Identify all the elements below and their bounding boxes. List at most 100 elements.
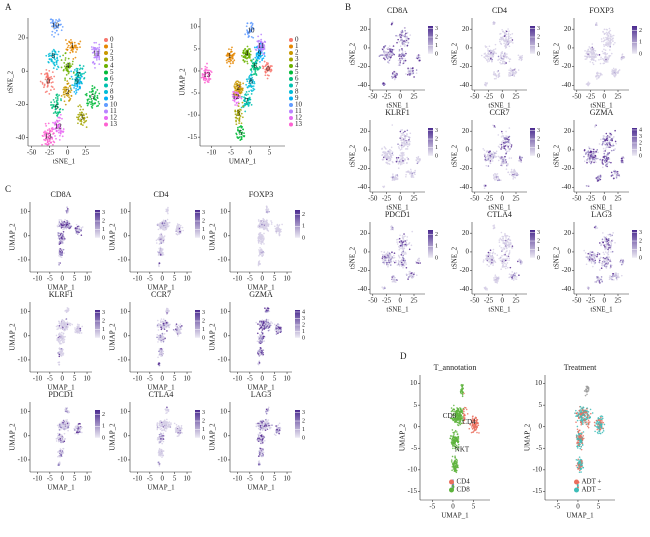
cell-point — [501, 130, 503, 133]
cell-point — [487, 58, 490, 60]
cell-point — [79, 86, 82, 89]
cell-point — [385, 148, 387, 150]
cell-point — [402, 259, 405, 262]
cell-point — [403, 245, 406, 247]
y-axis-label: tSNE_2 — [451, 42, 459, 65]
cell-point — [386, 254, 388, 257]
x-tick-label: -25 — [586, 93, 596, 101]
cell-point — [56, 102, 59, 105]
colorbar-label: 0 — [639, 153, 642, 159]
cell-point — [386, 51, 389, 54]
cell-point — [514, 70, 517, 73]
cell-point — [233, 59, 236, 62]
cell-point — [494, 274, 497, 277]
cell-point — [86, 116, 89, 119]
y-axis-label: tSNE_2 — [451, 246, 459, 269]
cell-point — [401, 252, 403, 255]
cell-point — [494, 276, 496, 278]
cell-point — [67, 90, 70, 93]
cell-point — [519, 259, 522, 261]
cell-point — [501, 262, 504, 265]
cell-point — [605, 238, 608, 240]
cell-point — [57, 232, 59, 234]
cell-point — [240, 112, 243, 115]
cell-point — [403, 134, 405, 136]
cell-point — [98, 46, 101, 49]
x-tick-label: 0 — [603, 297, 607, 305]
cell-point — [510, 41, 513, 43]
cell-point — [612, 144, 615, 147]
cell-point — [52, 20, 54, 23]
cell-point — [48, 128, 51, 130]
cell-point — [90, 101, 93, 104]
cell-point — [604, 60, 606, 63]
cell-point — [62, 230, 65, 233]
cell-point — [252, 58, 255, 61]
cell-point — [600, 58, 602, 60]
cell-point — [62, 88, 65, 91]
cell-point — [53, 53, 56, 56]
x-tick-label: -50 — [368, 93, 378, 101]
cell-point — [404, 259, 406, 262]
cell-point — [46, 139, 49, 141]
y-tick-label: 20 — [462, 127, 470, 135]
x-tick-label: -25 — [484, 297, 494, 305]
cell-point — [384, 45, 387, 47]
cell-point — [621, 54, 623, 56]
cell-point — [606, 162, 608, 165]
cell-point — [503, 40, 506, 43]
plot-title: PDCD1 — [385, 210, 410, 219]
cell-point — [490, 257, 493, 260]
cell-point — [57, 50, 60, 53]
x-tick-label: -50 — [572, 93, 582, 101]
cell-point — [606, 41, 608, 43]
cell-point — [400, 152, 402, 154]
cell-point — [240, 122, 243, 125]
cell-point — [401, 141, 404, 144]
cell-point — [64, 219, 66, 221]
cell-point — [59, 253, 61, 255]
cell-point — [399, 162, 402, 164]
cell-point — [65, 86, 68, 89]
cell-point — [484, 52, 487, 55]
colorbar — [632, 26, 637, 54]
cell-point — [404, 130, 406, 133]
cell-point — [60, 59, 63, 61]
x-axis-label: tSNE_1 — [590, 306, 613, 314]
cell-point — [499, 61, 501, 64]
cell-point — [483, 149, 486, 152]
cell-point — [77, 113, 80, 116]
cell-point — [601, 162, 604, 164]
cell-point — [397, 259, 400, 262]
cell-point — [231, 46, 233, 49]
cell-point — [594, 50, 597, 52]
cell-point — [404, 59, 407, 62]
cell-point — [611, 38, 613, 41]
cell-point — [484, 45, 487, 47]
cell-point — [56, 68, 58, 71]
y-tick-label: 20 — [360, 25, 368, 33]
cell-point — [237, 101, 240, 104]
cell-point — [605, 247, 607, 250]
cell-point — [491, 152, 494, 155]
cell-point — [54, 21, 57, 24]
colorbar-label: 3 — [435, 26, 438, 32]
cell-point — [404, 251, 407, 254]
cell-point — [387, 265, 389, 268]
cell-point — [69, 98, 71, 101]
cell-point — [45, 54, 48, 57]
cell-point — [53, 22, 56, 25]
panel-label: B — [345, 2, 351, 12]
cell-point — [612, 43, 615, 46]
cell-point — [248, 96, 251, 99]
colorbar-label: 3 — [537, 26, 540, 32]
colorbar-label: 2 — [537, 34, 540, 40]
cell-point — [596, 149, 599, 151]
cell-point — [384, 156, 386, 159]
cell-point — [52, 112, 55, 114]
cell-point — [604, 141, 607, 143]
cell-point — [500, 63, 502, 65]
x-tick-label: -50 — [27, 149, 37, 157]
